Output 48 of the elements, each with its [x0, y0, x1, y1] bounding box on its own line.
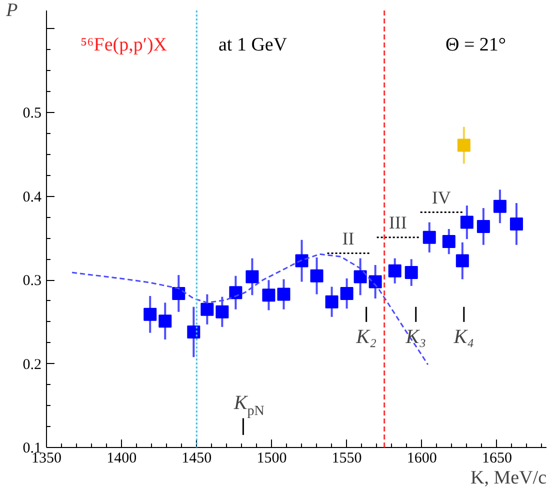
- y-tick-label: 0.2: [22, 356, 42, 373]
- annotation: ⁵⁶Fe(p,p′)X: [80, 34, 168, 56]
- point: [442, 235, 456, 248]
- annotation: Θ = 21°: [446, 34, 506, 56]
- point: [262, 288, 276, 302]
- annotation: at 1 GeV: [218, 34, 288, 56]
- point: [493, 200, 506, 213]
- point: [354, 270, 367, 284]
- annotation: III: [388, 212, 407, 232]
- point: [510, 217, 523, 230]
- annotation: K₃: [404, 326, 426, 348]
- point: [295, 254, 308, 268]
- point: [368, 275, 382, 288]
- point: [158, 314, 172, 328]
- point: [404, 266, 418, 280]
- point: [200, 302, 214, 316]
- point: [277, 288, 290, 301]
- point: [229, 286, 242, 300]
- point: [310, 269, 324, 282]
- x-tick-label: 1450: [182, 450, 212, 466]
- x-tick-label: 1500: [256, 450, 287, 466]
- y-tick-label: 0.5: [22, 106, 42, 122]
- y-tick-label: 0.4: [22, 189, 42, 206]
- line-series: [71, 253, 429, 366]
- x-tick-label: 1650: [482, 450, 512, 466]
- annotation: IV: [432, 187, 451, 208]
- point: [388, 264, 402, 278]
- point: [422, 230, 436, 244]
- annotation: K₂: [355, 326, 377, 348]
- y-axis-title: P: [5, 0, 18, 21]
- annotation: II: [342, 228, 354, 248]
- point: [340, 286, 354, 300]
- point: [246, 270, 259, 284]
- x-tick-label: 1600: [406, 450, 437, 466]
- x-tick-label: 1550: [332, 450, 362, 466]
- point: [187, 325, 200, 338]
- x-tick-label: 1400: [106, 450, 137, 466]
- point: [216, 305, 229, 318]
- point: [457, 138, 470, 152]
- point: [144, 308, 157, 321]
- point: [172, 286, 186, 300]
- point: [460, 216, 474, 229]
- y-tick-label: 0.3: [22, 273, 42, 290]
- point: [325, 295, 338, 308]
- x-axis-title: K, MeV/c: [470, 468, 547, 488]
- annotation: K₄: [452, 326, 474, 348]
- point: [456, 254, 469, 268]
- point: [476, 220, 490, 233]
